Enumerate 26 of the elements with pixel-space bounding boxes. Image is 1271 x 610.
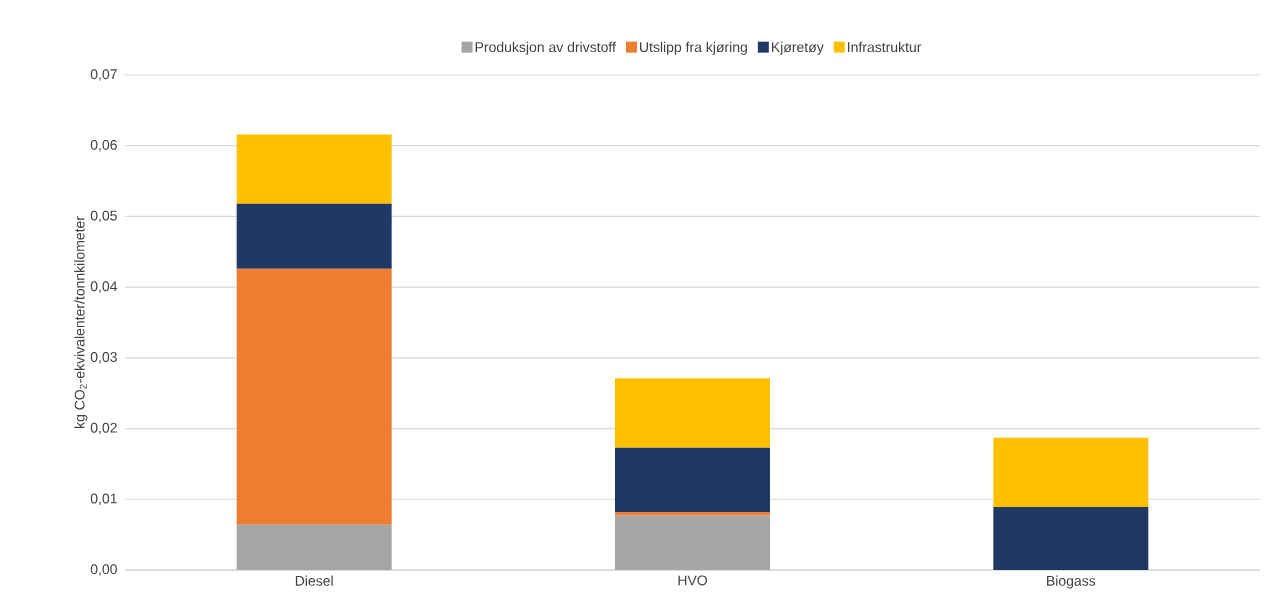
bar <box>993 507 1149 570</box>
y-tick-label: 0,01 <box>90 493 117 506</box>
bar <box>236 524 392 570</box>
y-tick-label: 0,04 <box>90 281 118 293</box>
y-tick-label: 0,00 <box>90 564 117 576</box>
y-axis-title: kg CO$_{2}$-ekvivalenter/tonnkilometer <box>74 216 88 429</box>
x-tick-label: Biogass <box>1047 575 1096 589</box>
bar <box>615 378 770 448</box>
legend-label: Produksjon av drivstoff <box>475 41 616 55</box>
y-tick-label: 0,02 <box>90 422 117 435</box>
bar <box>236 134 392 204</box>
bar <box>615 447 770 512</box>
x-tick-label: HVO <box>678 575 707 586</box>
legend-label: Infrastruktur <box>848 41 922 53</box>
bar <box>993 437 1149 508</box>
y-tick-label: 0,06 <box>90 139 117 152</box>
bar <box>615 515 770 570</box>
bar <box>236 203 392 269</box>
legend-label: Kjøretøy <box>771 41 824 55</box>
bar <box>615 512 770 516</box>
y-tick-label: 0,07 <box>90 69 117 81</box>
legend-label: Utslipp fra kjøring <box>640 41 747 55</box>
y-tick-label: 0,05 <box>90 210 117 223</box>
bar <box>236 268 392 525</box>
y-tick-label: 0,03 <box>90 352 117 364</box>
x-tick-label: Diesel <box>295 575 333 586</box>
